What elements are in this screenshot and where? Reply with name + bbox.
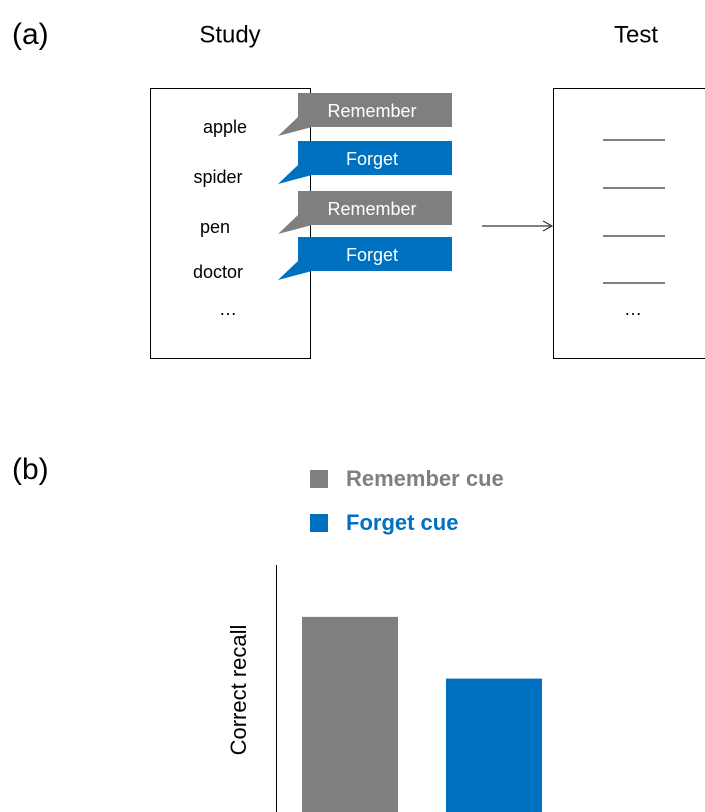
study-word: spider	[193, 167, 242, 187]
test-box	[553, 88, 705, 359]
panel-label: (a)	[12, 18, 49, 51]
cue-callout	[278, 93, 452, 136]
arrow-head	[542, 220, 554, 232]
legend-label: Forget cue	[346, 510, 458, 535]
panel-a: (a) Study Test … apple spider pen doctor … R…	[12, 18, 705, 359]
study-word: pen	[200, 217, 230, 237]
study-heading: Study	[199, 21, 260, 48]
legend-swatch	[310, 514, 328, 532]
cues: Remember Forget Remember Forget	[278, 93, 452, 280]
study-word: doctor	[193, 262, 243, 282]
bar	[446, 678, 542, 812]
cue-callout	[278, 237, 452, 280]
cue-callout	[278, 141, 452, 184]
test-ellipsis: …	[624, 299, 642, 319]
study-word: …	[219, 299, 237, 319]
legend-swatch	[310, 470, 328, 488]
panel-b: (b) Correct recall Remember cue Forget cu…	[12, 453, 542, 812]
cue-text: Forget	[346, 245, 398, 265]
cue-text: Remember	[327, 101, 416, 121]
cue-text: Remember	[327, 199, 416, 219]
cue-callout	[278, 191, 452, 234]
test-heading: Test	[614, 21, 658, 48]
y-axis-label: Correct recall	[226, 625, 251, 756]
study-words: apple spider pen doctor …	[193, 117, 247, 319]
legend-label: Remember cue	[346, 466, 504, 491]
cue-text: Forget	[346, 149, 398, 169]
blanks	[603, 139, 665, 284]
bar	[302, 616, 398, 812]
study-word: apple	[203, 117, 247, 137]
panel-label: (b)	[12, 453, 49, 486]
